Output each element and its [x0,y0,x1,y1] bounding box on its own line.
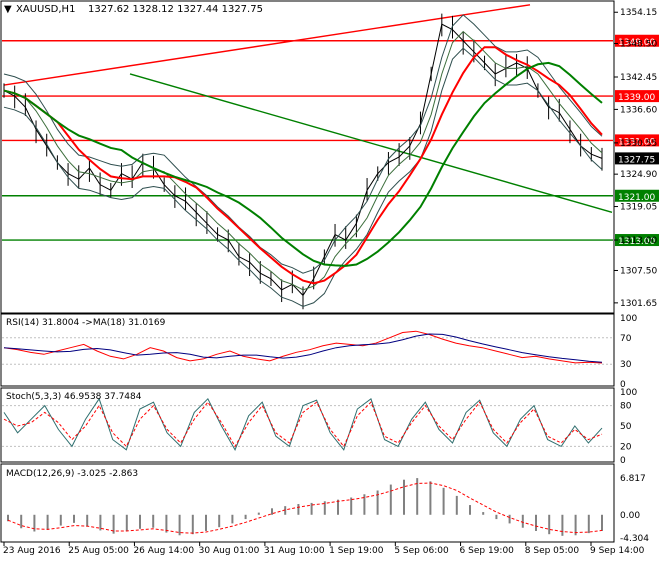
level-tag-0 [615,34,659,47]
time-axis: 23 Aug 2016 25 Aug 05:00 26 Aug 14:00 30 Au… [3,542,645,556]
red-trendline [3,4,531,86]
time-label-6: 5 Sep 06:00 [394,546,449,556]
price-tick-label-4: 1330.55 [620,139,657,149]
main-panel-frame [0,0,615,314]
level-label-4: 1313.00 [618,237,655,247]
time-label-7: 6 Sep 19:00 [460,546,515,556]
time-label-3: 30 Aug 01:00 [199,546,260,556]
bollinger-lower [3,47,603,308]
time-label-4: 31 Aug 10:00 [264,546,325,556]
rsi-scale-label-3: 0 [620,380,626,390]
current-price-tag [615,152,659,165]
symbol-label: XAUUSD,H1 [16,4,75,15]
macd-scale-label-0: 6.817 [620,474,646,484]
price-tick-label-0: 1354.15 [620,8,657,18]
main-plot [2,4,613,310]
bollinger-upper [3,14,603,274]
price-line [3,23,603,297]
stoch-signal-line [3,401,603,448]
stoch-plot [2,397,613,451]
time-label-2: 26 Aug 14:00 [133,546,194,556]
green-trendline-down [129,73,613,214]
macd-plot [7,478,603,536]
price-tick-label-8: 1307.50 [620,266,657,276]
stoch-panel-frame [0,387,615,463]
rsi-scale-label-2: 30 [620,360,632,370]
stoch-scale-label-1: 80 [620,402,632,412]
rsi-scale-label-0: 100 [620,314,637,324]
price-tick-label-3: 1336.60 [620,105,657,115]
macd-signal-line [7,482,603,534]
level-label-1: 1339.00 [618,93,655,103]
price-tick-label-6: 1319.05 [620,203,657,213]
level-tag-3 [615,189,659,202]
rsi-line [3,330,603,364]
rsi-ma-line [3,333,603,363]
level-label-3: 1321.00 [618,193,655,203]
stoch-scale-label-2: 50 [620,422,632,432]
rsi-plot [2,330,613,365]
time-label-8: 8 Sep 05:00 [525,546,580,556]
level-label-2: 1331.00 [618,137,655,147]
level-label-0: 1349.00 [618,38,655,48]
level-tag-2 [615,134,659,147]
price-tick-label-5: 1324.90 [620,170,657,180]
rsi-scale-label-1: 70 [620,334,632,344]
price-axis: 1349.00 1339.00 1331.00 1321.00 1313.00 1354.… [614,8,659,544]
stoch-scale-label-4: 0 [620,456,626,466]
time-label-1: 25 Aug 05:00 [68,546,129,556]
price-tick-label-7: 1313.00 [620,236,657,246]
stoch-title: Stoch(5,3,3) 46.9538 37.7484 [6,392,142,402]
price-tick-label-2: 1342.45 [620,73,657,83]
rsi-title: RSI(14) 31.8004 ->MA(18) 31.0169 [6,318,166,328]
time-label-9: 9 Sep 14:00 [590,546,645,556]
ohlc-readout: 1327.62 1328.12 1327.44 1327.75 [88,4,263,15]
stoch-scale-label-0: 100 [620,388,637,398]
stoch-main-line [3,397,603,451]
macd-scale-label-1: 0.00 [620,511,640,521]
price-tick-label-9: 1301.65 [620,299,657,309]
ma-fast [3,30,603,291]
current-price-label: 1327.75 [618,155,655,165]
level-tag-1 [615,90,659,103]
level-tag-4 [615,234,659,247]
time-label-0: 23 Aug 2016 [3,546,61,556]
macd-title: MACD(12,26,9) -3.025 -2.863 [6,469,138,479]
ma-green [3,61,603,267]
macd-scale-label-2: -4.304 [620,534,649,544]
price-tick-label-1: 1348.50 [620,40,657,50]
symbol-arrow-icon[interactable]: ▼ [4,4,12,15]
stoch-scale-label-3: 20 [620,442,632,452]
ma-red [3,46,603,285]
time-label-5: 1 Sep 19:00 [329,546,384,556]
